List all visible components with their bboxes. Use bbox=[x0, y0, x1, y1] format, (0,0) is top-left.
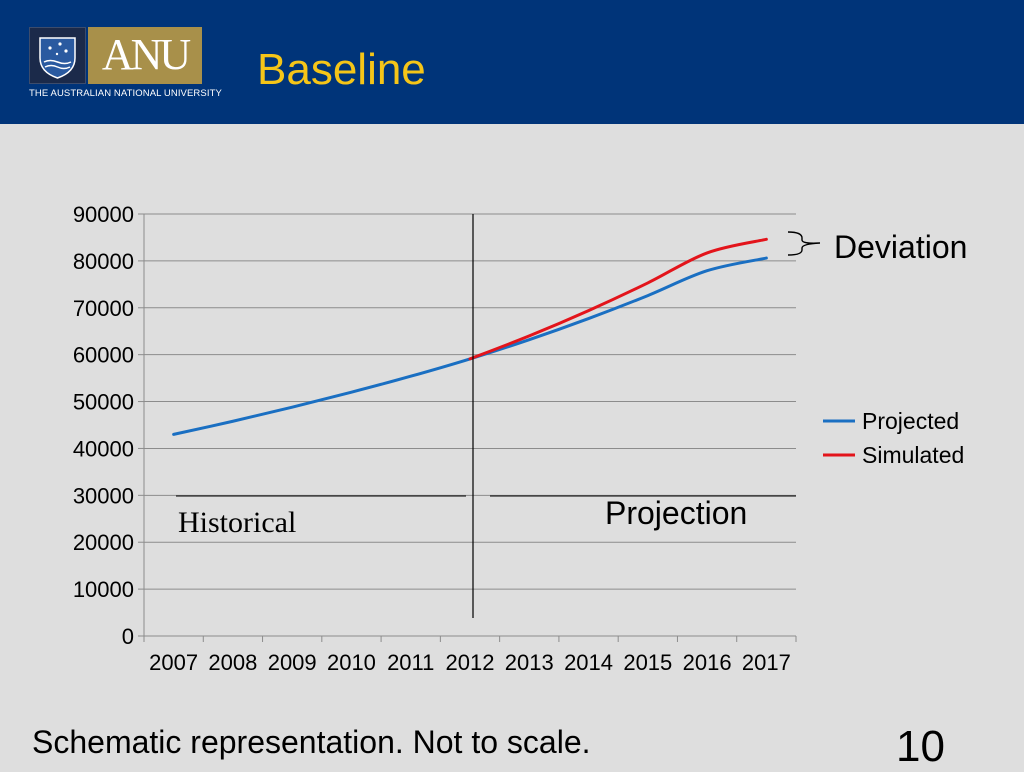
y-tick-label: 60000 bbox=[73, 343, 134, 368]
chart-series bbox=[172, 237, 768, 436]
x-tick-label: 2012 bbox=[446, 650, 495, 675]
y-tick-label: 10000 bbox=[73, 577, 134, 602]
x-tick-label: 2010 bbox=[327, 650, 376, 675]
x-tick-label: 2007 bbox=[149, 650, 198, 675]
x-tick-label: 2009 bbox=[268, 650, 317, 675]
university-name: THE AUSTRALIAN NATIONAL UNIVERSITY bbox=[29, 88, 222, 99]
y-axis-ticks: 0 10000 20000 30000 40000 50000 60000 70000 8000… bbox=[73, 202, 134, 649]
y-tick-label: 40000 bbox=[73, 436, 134, 461]
deviation-brace-icon bbox=[787, 231, 821, 256]
chart-gridlines bbox=[144, 213, 796, 590]
y-tick-label: 20000 bbox=[73, 530, 134, 555]
x-tick-label: 2008 bbox=[208, 650, 257, 675]
y-tick-label: 30000 bbox=[73, 483, 134, 508]
chart-annotations: Historical Projection Deviation bbox=[176, 214, 967, 618]
projection-label: Projection bbox=[605, 495, 747, 531]
x-axis-ticks: 2007 2008 2009 2010 2011 2012 2013 2014 2015 2016… bbox=[149, 650, 791, 675]
legend-label-simulated: Simulated bbox=[862, 442, 964, 468]
anu-logo: ANU THE AUSTRALIAN NATIONAL UNIVERSITY bbox=[29, 27, 222, 108]
x-tick-label: 2016 bbox=[683, 650, 732, 675]
x-tick-label: 2017 bbox=[742, 650, 791, 675]
slide-number: 10 bbox=[896, 722, 945, 771]
anu-wordmark: ANU bbox=[101, 30, 191, 79]
historical-label: Historical bbox=[178, 506, 296, 539]
slide-header: ANU THE AUSTRALIAN NATIONAL UNIVERSITY B… bbox=[0, 0, 1024, 124]
x-tick-label: 2011 bbox=[387, 650, 434, 675]
footnote: Schematic representation. Not to scale. bbox=[32, 724, 591, 760]
chart-legend: Projected Simulated bbox=[823, 408, 964, 468]
slide-title: Baseline bbox=[257, 45, 426, 94]
series-line-projected bbox=[172, 256, 768, 436]
series-line-simulated bbox=[468, 237, 768, 361]
x-tick-label: 2015 bbox=[623, 650, 672, 675]
legend-label-projected: Projected bbox=[862, 408, 959, 434]
x-tick-label: 2014 bbox=[564, 650, 613, 675]
deviation-label: Deviation bbox=[834, 229, 967, 265]
x-tick-label: 2013 bbox=[505, 650, 554, 675]
chart-axes bbox=[138, 213, 797, 642]
crest-icon bbox=[29, 27, 86, 84]
y-tick-label: 80000 bbox=[73, 249, 134, 274]
y-tick-label: 50000 bbox=[73, 390, 134, 415]
y-tick-label: 0 bbox=[122, 624, 134, 649]
anu-wordmark-box: ANU bbox=[88, 27, 202, 84]
y-tick-label: 90000 bbox=[73, 202, 134, 227]
y-tick-label: 70000 bbox=[73, 296, 134, 321]
